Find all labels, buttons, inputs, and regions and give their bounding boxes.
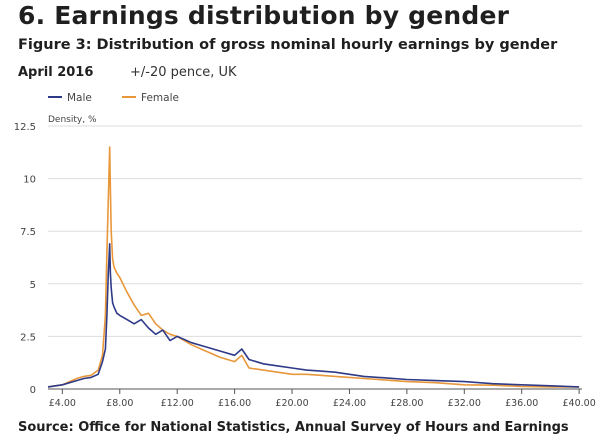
series-lines xyxy=(47,146,580,388)
x-tick-label: £4.00 xyxy=(49,398,76,409)
y-tick-label: 0 xyxy=(30,385,36,396)
unit-label: +/-20 pence, UK xyxy=(130,65,237,80)
x-tick-label: £16.00 xyxy=(218,398,251,409)
x-tick-label: £8.00 xyxy=(106,398,133,409)
x-tick-label: £20.00 xyxy=(275,398,308,409)
legend-label-female: Female xyxy=(141,92,179,104)
y-tick-label: 2.5 xyxy=(20,332,36,343)
y-axis-ticks: 0 2.5 5 7.5 10 12.5 xyxy=(14,122,36,396)
x-tick-label: £12.00 xyxy=(161,398,194,409)
date-label: April 2016 xyxy=(18,65,94,80)
y-tick-label: 7.5 xyxy=(20,227,36,238)
x-tick-label: £32.00 xyxy=(448,398,481,409)
source-note: Source: Office for National Statistics, … xyxy=(18,420,569,435)
y-axis-label: Density, % xyxy=(48,115,97,125)
x-tick-label: £36.00 xyxy=(505,398,538,409)
gridlines xyxy=(48,125,582,337)
series-line-male xyxy=(47,243,580,388)
y-tick-label: 10 xyxy=(23,175,36,186)
x-tick-label: £28.00 xyxy=(390,398,423,409)
section-title: 6. Earnings distribution by gender xyxy=(18,1,510,30)
x-tick-label: £24.00 xyxy=(333,398,366,409)
y-tick-label: 5 xyxy=(30,280,36,291)
legend-label-male: Male xyxy=(67,92,92,104)
series-line-female xyxy=(47,146,580,388)
y-tick-label: 12.5 xyxy=(14,122,36,133)
chart-legend: Male Female xyxy=(48,92,179,104)
x-tick-label: £40.00 xyxy=(563,398,596,409)
figure-title: Figure 3: Distribution of gross nominal … xyxy=(18,37,558,53)
x-axis: £4.00 £8.00 £12.00 £16.00 £20.00 £24.00 £28.00… xyxy=(48,388,596,409)
